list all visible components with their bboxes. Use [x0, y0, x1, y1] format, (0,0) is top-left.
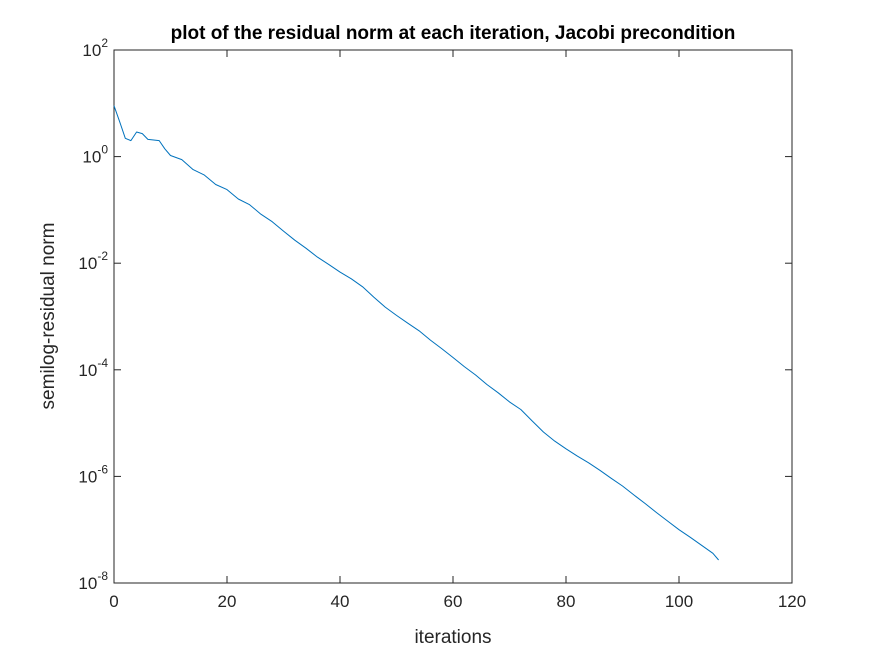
x-tick-label: 120	[778, 592, 806, 611]
x-tick-label: 100	[665, 592, 693, 611]
x-tick-label: 0	[109, 592, 118, 611]
y-tick-label: 10-4	[78, 356, 108, 380]
y-tick-label: 10-8	[78, 569, 108, 593]
y-tick-label: 102	[82, 36, 108, 60]
y-tick-base: 10	[78, 361, 97, 380]
y-tick-label: 10-2	[78, 249, 108, 273]
y-tick-exponent: 0	[101, 143, 108, 157]
y-tick-label: 100	[82, 143, 108, 167]
y-tick-base: 10	[78, 574, 97, 593]
x-tick-label: 40	[331, 592, 350, 611]
residual-norm-line	[113, 105, 719, 561]
y-tick-exponent: -4	[97, 356, 108, 370]
y-tick-base: 10	[82, 41, 101, 60]
x-tick-label: 60	[444, 592, 463, 611]
y-tick-exponent: -8	[97, 569, 108, 583]
series-layer	[113, 105, 719, 561]
y-tick-base: 10	[82, 148, 101, 167]
y-tick-base: 10	[78, 254, 97, 273]
x-tick-label: 80	[557, 592, 576, 611]
x-axis-label: iterations	[414, 627, 491, 648]
y-tick-exponent: 2	[101, 36, 108, 50]
y-tick-exponent: -6	[97, 462, 108, 476]
x-axis-ticks: 0 20 40 60 80 100 120	[109, 50, 806, 611]
x-tick-label: 20	[218, 592, 237, 611]
y-tick-base: 10	[78, 467, 97, 486]
y-tick-label: 10-6	[78, 462, 108, 486]
y-axis-label: semilog-residual norm	[38, 223, 59, 410]
axes-box	[113, 49, 793, 584]
y-tick-exponent: -2	[97, 249, 108, 263]
chart-title: plot of the residual norm at each iterat…	[171, 23, 736, 44]
